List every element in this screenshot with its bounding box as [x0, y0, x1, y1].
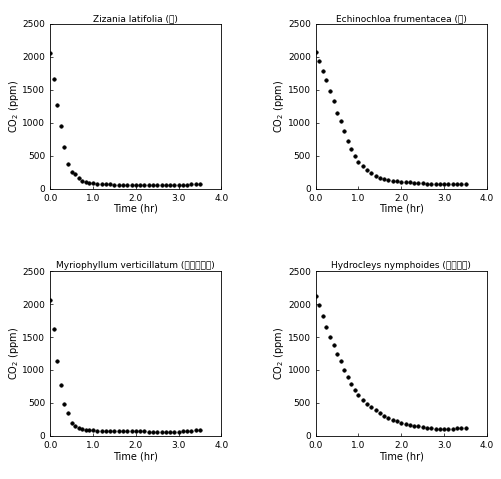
X-axis label: Time (hr): Time (hr) — [378, 451, 423, 461]
Title: Zizania latifolia (줄): Zizania latifolia (줄) — [93, 14, 178, 23]
Y-axis label: CO$_2$ (ppm): CO$_2$ (ppm) — [7, 80, 21, 133]
X-axis label: Time (hr): Time (hr) — [113, 451, 158, 461]
X-axis label: Time (hr): Time (hr) — [113, 204, 158, 214]
Title: Hydrocleys nymphoides (물양귀비): Hydrocleys nymphoides (물양귀비) — [331, 262, 470, 270]
Y-axis label: CO$_2$ (ppm): CO$_2$ (ppm) — [7, 327, 21, 380]
X-axis label: Time (hr): Time (hr) — [378, 204, 423, 214]
Title: Myriophyllum verticillatum (물앵무새깃): Myriophyllum verticillatum (물앵무새깃) — [56, 262, 215, 270]
Title: Echinochloa frumentacea (피): Echinochloa frumentacea (피) — [335, 14, 466, 23]
Y-axis label: CO$_2$ (ppm): CO$_2$ (ppm) — [272, 80, 286, 133]
Y-axis label: CO$_2$ (ppm): CO$_2$ (ppm) — [272, 327, 286, 380]
